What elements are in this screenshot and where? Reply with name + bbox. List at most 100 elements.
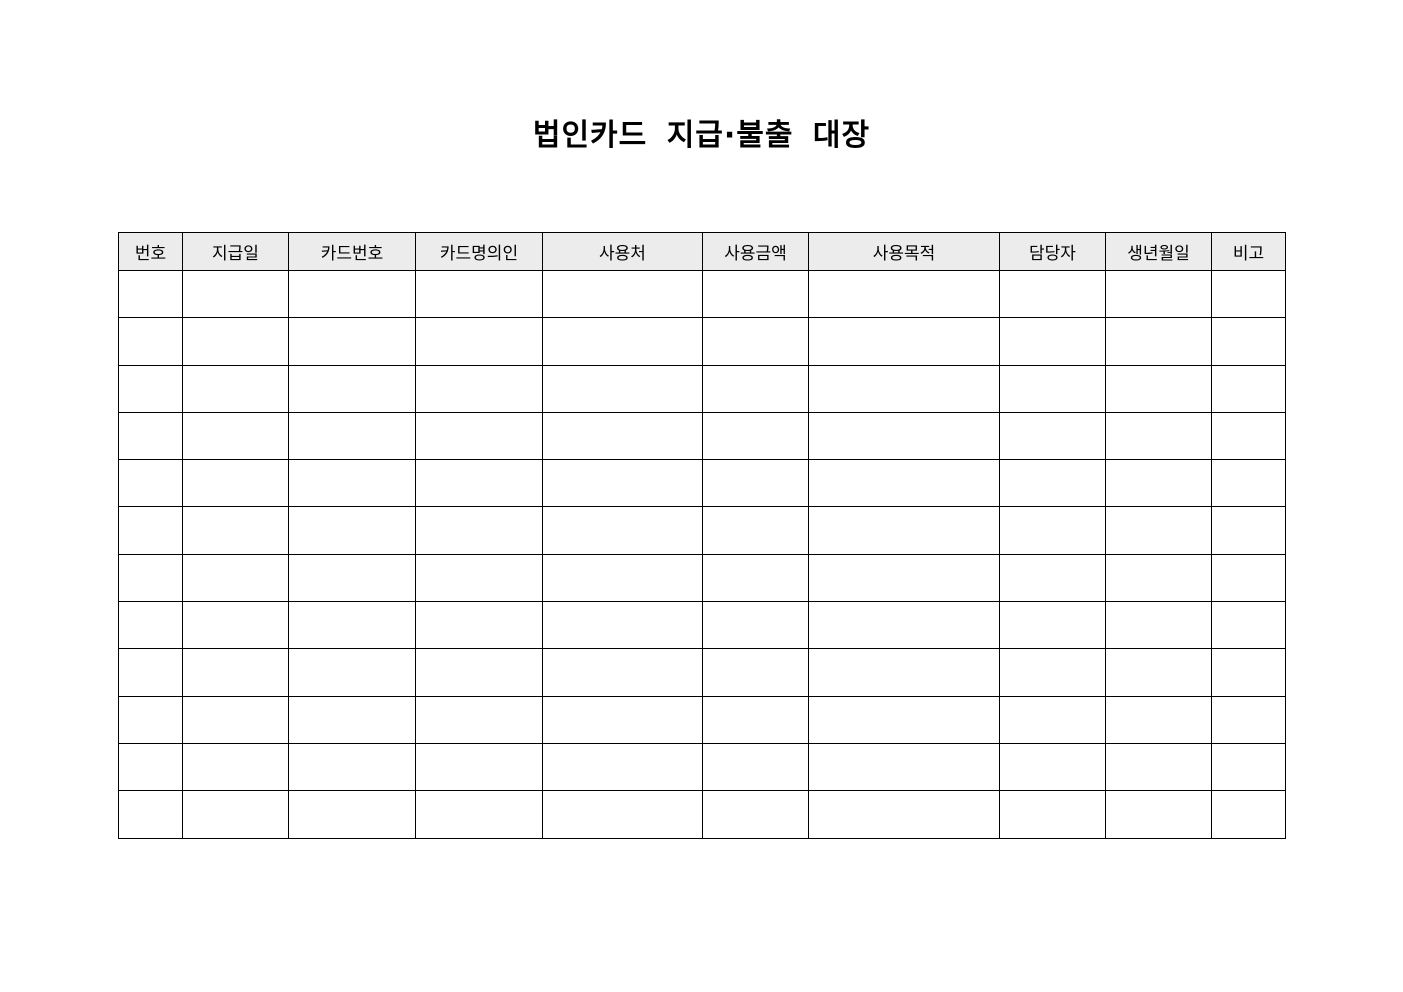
table-cell[interactable] (1211, 695, 1286, 744)
table-cell[interactable] (288, 695, 416, 744)
table-cell[interactable] (542, 317, 703, 366)
table-cell[interactable] (702, 364, 809, 413)
table-cell[interactable] (288, 553, 416, 603)
table-cell[interactable] (182, 411, 289, 461)
table-cell[interactable] (999, 742, 1106, 792)
table-cell[interactable] (1105, 553, 1212, 603)
table-cell[interactable] (702, 553, 809, 603)
table-cell[interactable] (1105, 411, 1212, 461)
table-cell[interactable] (118, 695, 183, 744)
table-cell[interactable] (1105, 695, 1212, 744)
table-cell[interactable] (999, 648, 1106, 697)
table-cell[interactable] (415, 459, 543, 508)
table-cell[interactable] (999, 695, 1106, 744)
table-cell[interactable] (415, 553, 543, 603)
table-cell[interactable] (808, 317, 1000, 366)
table-cell[interactable] (702, 648, 809, 697)
table-cell[interactable] (288, 790, 416, 839)
table-cell[interactable] (1211, 317, 1286, 366)
table-cell[interactable] (288, 317, 416, 366)
table-cell[interactable] (182, 269, 289, 319)
table-cell[interactable] (415, 506, 543, 555)
table-cell[interactable] (288, 364, 416, 413)
table-cell[interactable] (182, 364, 289, 413)
table-cell[interactable] (415, 601, 543, 650)
table-cell[interactable] (808, 601, 1000, 650)
table-cell[interactable] (415, 742, 543, 792)
table-cell[interactable] (999, 269, 1106, 319)
table-cell[interactable] (542, 269, 703, 319)
table-cell[interactable] (182, 790, 289, 839)
table-cell[interactable] (1211, 553, 1286, 603)
table-cell[interactable] (702, 269, 809, 319)
table-cell[interactable] (415, 364, 543, 413)
table-cell[interactable] (415, 790, 543, 839)
table-cell[interactable] (415, 269, 543, 319)
table-cell[interactable] (1211, 506, 1286, 555)
table-cell[interactable] (1105, 364, 1212, 413)
table-cell[interactable] (808, 459, 1000, 508)
table-cell[interactable] (702, 506, 809, 555)
table-cell[interactable] (1105, 317, 1212, 366)
table-cell[interactable] (702, 790, 809, 839)
table-cell[interactable] (702, 742, 809, 792)
table-cell[interactable] (118, 506, 183, 555)
table-cell[interactable] (542, 459, 703, 508)
table-cell[interactable] (808, 411, 1000, 461)
table-cell[interactable] (1105, 459, 1212, 508)
table-cell[interactable] (542, 790, 703, 839)
table-cell[interactable] (1105, 601, 1212, 650)
table-cell[interactable] (999, 364, 1106, 413)
table-cell[interactable] (999, 459, 1106, 508)
table-cell[interactable] (415, 695, 543, 744)
table-cell[interactable] (288, 269, 416, 319)
table-cell[interactable] (182, 459, 289, 508)
table-cell[interactable] (415, 411, 543, 461)
table-cell[interactable] (118, 648, 183, 697)
table-cell[interactable] (1105, 269, 1212, 319)
table-cell[interactable] (1211, 790, 1286, 839)
table-cell[interactable] (702, 411, 809, 461)
table-cell[interactable] (702, 601, 809, 650)
table-cell[interactable] (808, 506, 1000, 555)
table-cell[interactable] (118, 411, 183, 461)
table-cell[interactable] (182, 506, 289, 555)
table-cell[interactable] (808, 553, 1000, 603)
table-cell[interactable] (288, 411, 416, 461)
table-cell[interactable] (1211, 364, 1286, 413)
table-cell[interactable] (808, 364, 1000, 413)
table-cell[interactable] (1211, 411, 1286, 461)
table-cell[interactable] (288, 742, 416, 792)
table-cell[interactable] (288, 601, 416, 650)
table-cell[interactable] (1211, 269, 1286, 319)
table-cell[interactable] (542, 648, 703, 697)
table-cell[interactable] (415, 648, 543, 697)
table-cell[interactable] (182, 742, 289, 792)
table-cell[interactable] (288, 506, 416, 555)
table-cell[interactable] (542, 411, 703, 461)
table-cell[interactable] (1211, 459, 1286, 508)
table-cell[interactable] (118, 790, 183, 839)
table-cell[interactable] (182, 317, 289, 366)
table-cell[interactable] (1211, 742, 1286, 792)
table-cell[interactable] (182, 553, 289, 603)
table-cell[interactable] (1211, 601, 1286, 650)
table-cell[interactable] (542, 364, 703, 413)
table-cell[interactable] (118, 317, 183, 366)
table-cell[interactable] (1105, 790, 1212, 839)
table-cell[interactable] (1105, 742, 1212, 792)
table-cell[interactable] (999, 790, 1106, 839)
table-cell[interactable] (542, 742, 703, 792)
table-cell[interactable] (118, 601, 183, 650)
table-cell[interactable] (999, 411, 1106, 461)
table-cell[interactable] (182, 601, 289, 650)
table-cell[interactable] (702, 695, 809, 744)
table-cell[interactable] (542, 601, 703, 650)
table-cell[interactable] (808, 269, 1000, 319)
table-cell[interactable] (542, 506, 703, 555)
table-cell[interactable] (999, 506, 1106, 555)
table-cell[interactable] (542, 553, 703, 603)
table-cell[interactable] (999, 601, 1106, 650)
table-cell[interactable] (808, 648, 1000, 697)
table-cell[interactable] (118, 553, 183, 603)
